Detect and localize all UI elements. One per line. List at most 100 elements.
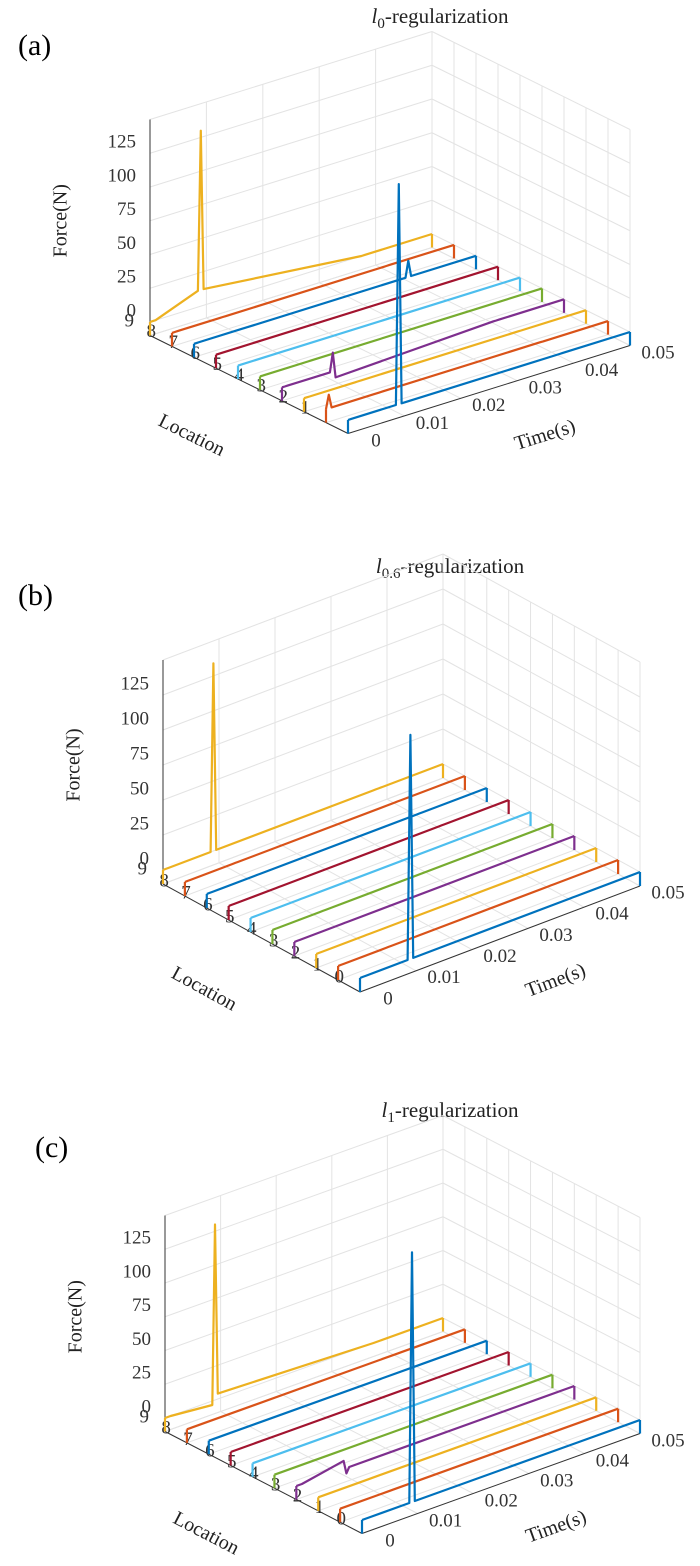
grid-line [442,693,641,803]
grid-line [206,317,405,417]
force-line [337,858,619,968]
grid-line [325,334,609,424]
x-tick-label: 0.04 [596,1450,630,1471]
grid-line [162,623,444,731]
panel-label: (a) [18,29,51,62]
force-line [339,1407,619,1510]
y-tick-label: 7 [183,1429,193,1450]
grid-line [331,1371,530,1474]
grid-line [149,64,433,154]
grid-line [431,98,631,198]
x-tick-label: 0.01 [427,967,460,988]
force-line [230,1350,510,1454]
y-tick-label: 7 [169,332,179,353]
force-line [271,822,553,932]
y-tick-label: 0 [337,1508,347,1529]
force-line [215,265,499,356]
y-tick-label: 5 [227,1452,237,1473]
grid-line [184,789,466,897]
grid-line [431,166,631,265]
force-line [171,243,455,334]
grid-line [442,763,641,873]
grid-line [250,825,531,933]
grid-line [387,1351,585,1454]
force-line [293,834,575,944]
force-line [250,810,531,920]
y-tick-label: 1 [301,397,311,418]
grid-line [386,798,585,908]
title-text: -regularization [395,1098,519,1122]
y-tick-label: 6 [191,343,201,364]
grid-line [274,841,473,951]
y-tick-label: 8 [161,1418,171,1439]
force-line [295,1384,575,1488]
grid-line [149,132,433,222]
x-axis-line [359,885,641,993]
grid-line [164,1283,444,1385]
y-axis-line [162,883,361,993]
y-tick-label: 9 [138,858,148,879]
x-tick-label: 0.05 [651,1430,684,1451]
grid-line [294,849,575,957]
y-tick-label: 9 [125,310,135,331]
grid-line [162,693,444,801]
grid-line [220,1411,418,1514]
x-tick-label: 0.02 [472,395,505,416]
z-axis-title: Force(N) [50,184,72,257]
grid-line [164,1250,444,1351]
grid-line [442,1317,641,1421]
grid-line [218,862,417,972]
y-tick-label: 2 [293,1486,303,1507]
z-tick-label: 75 [117,199,136,220]
force-line [274,1373,553,1476]
box-edge [164,1115,444,1216]
force-line [228,798,510,908]
y-tick-label: 2 [279,387,289,408]
z-tick-label: 0 [127,300,137,321]
y-tick-label: 1 [315,1497,325,1518]
y-axis-line [149,335,349,434]
force-line [347,183,631,422]
y-tick-label: 4 [249,1463,259,1484]
z-tick-label: 100 [123,1261,152,1282]
force-line [193,254,477,345]
force-line [252,1362,531,1465]
z-tick-label: 50 [117,233,136,254]
force-line [164,1223,444,1420]
grid-line [237,290,521,380]
grid-line [149,199,433,289]
grid-line [442,1250,641,1353]
grid-line [431,233,631,333]
z-tick-label: 100 [108,165,137,186]
x-tick-label: 0.01 [429,1510,462,1531]
title-text: -regularization [385,4,509,28]
x-tick-label: 0.05 [641,342,674,363]
box-edge [442,1115,641,1218]
grid-line [330,819,529,929]
x-tick-label: 0 [371,430,381,451]
grid-line [164,1148,444,1250]
grid-line [208,1353,487,1455]
chart-title: l0-regularization [372,4,509,33]
grid-line [149,166,433,255]
box-edge [442,553,641,663]
grid-line [339,1421,619,1523]
y-tick-label: 6 [205,1440,215,1461]
force-line [149,129,433,324]
grid-line [337,873,619,981]
grid-line [303,323,587,413]
y-tick-label: 6 [203,894,213,915]
grid-line [164,1216,444,1318]
x-tick-label: 0.03 [529,378,562,399]
y-tick-label: 3 [269,930,279,951]
grid-line [162,728,444,836]
x-tick-label: 0.04 [595,904,629,925]
y-tick-label: 7 [181,882,191,903]
grid-line [252,1376,531,1478]
title-subscript: 0.6 [382,566,401,582]
grid-line [230,1365,509,1466]
z-tick-label: 25 [132,1363,151,1384]
z-tick-label: 75 [130,743,149,764]
title-subscript: 0 [377,16,385,32]
